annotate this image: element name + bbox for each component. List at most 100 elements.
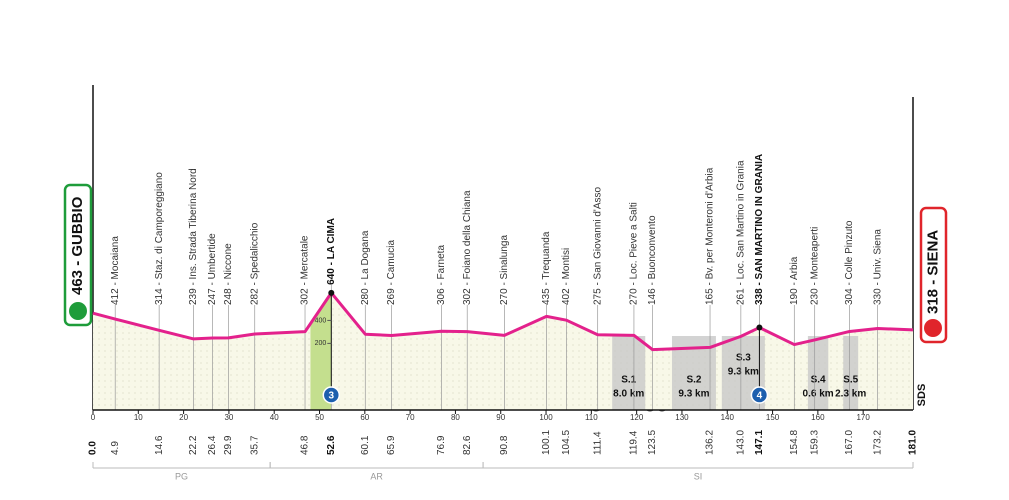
waypoint-label: 239 - Ins. Strada Tiberina Nord xyxy=(188,168,199,305)
x-tick-label: 150 xyxy=(766,413,780,422)
km-label: 154.8 xyxy=(789,430,800,455)
sector-name: S.2 xyxy=(686,375,701,386)
waypoint-label: 261 - Loc. San Martino in Grania xyxy=(735,160,746,305)
waypoint-label: 270 - Sinalunga xyxy=(499,235,510,305)
waypoint-label: 275 - San Giovanni d'Asso xyxy=(592,186,603,305)
km-label: 143.0 xyxy=(735,430,746,455)
x-tick-label: 140 xyxy=(721,413,735,422)
sector-band xyxy=(807,336,829,410)
x-tick-label: 40 xyxy=(270,413,279,422)
sector-length: 8.0 km xyxy=(613,389,644,400)
profile-line xyxy=(92,291,914,352)
finish-box xyxy=(919,206,948,344)
waypoint-label: 640 - LA CIMA xyxy=(326,218,337,285)
start-icon xyxy=(69,302,87,320)
km-label: 90.8 xyxy=(499,435,510,455)
gpm-category: 4 xyxy=(757,391,763,402)
waypoint-label: 412 - Mocaiana xyxy=(110,236,121,305)
waypoint-label: 302 - Foiano della Chiana xyxy=(462,190,473,305)
km-label: 167.0 xyxy=(844,430,855,455)
waypoint-label: 280 - La Dogana xyxy=(360,230,371,305)
x-tick-label: 80 xyxy=(451,413,460,422)
waypoint-label: 247 - Umbertide xyxy=(207,233,218,305)
x-tick-label: 120 xyxy=(630,413,644,422)
gpm-badge xyxy=(750,386,769,404)
region-label: SI xyxy=(694,471,703,481)
x-tick-label: 50 xyxy=(315,413,324,422)
km-label: 14.6 xyxy=(154,435,165,455)
waypoint-label: 306 - Farneta xyxy=(436,245,447,305)
x-tick-label: 10 xyxy=(134,413,143,422)
waypoint-label: 248 - Niccone xyxy=(223,243,234,305)
km-label: 52.6 xyxy=(326,435,337,455)
sector-name: S.5 xyxy=(843,375,858,386)
km-label: 82.6 xyxy=(462,435,473,455)
start-box xyxy=(63,183,93,327)
x-tick-label: 70 xyxy=(406,413,415,422)
finish-icon xyxy=(924,319,942,337)
x-tick-label: 160 xyxy=(811,413,825,422)
km-label: 26.4 xyxy=(207,435,218,455)
x-tick-label: 170 xyxy=(856,413,870,422)
gpm-badge xyxy=(322,386,341,404)
x-tick-label: 90 xyxy=(496,413,505,422)
gpm-peak xyxy=(756,324,763,331)
waypoint-label: 435 - Trequanda xyxy=(541,231,552,305)
waypoint-label: 270 - Loc. Pieve a Salti xyxy=(629,202,640,305)
waypoint-label: 230 - Monteaperti xyxy=(809,227,820,305)
region-label: PG xyxy=(175,471,188,481)
waypoint-label: 338 - SAN MARTINO IN GRANIA xyxy=(754,154,765,305)
gpm-category: 3 xyxy=(329,391,335,402)
km-label: 159.3 xyxy=(809,430,820,455)
km-label: 22.2 xyxy=(188,435,199,455)
waypoint-label: 165 - Bv. per Monteroni d'Arbia xyxy=(705,167,716,305)
sector-length: 0.6 km xyxy=(803,389,834,400)
km-label: 181.0 xyxy=(908,430,919,455)
start-label: 463 - GUBBIO xyxy=(69,196,86,295)
km-label: 4.9 xyxy=(110,441,121,455)
km-label: 136.2 xyxy=(705,430,716,455)
sector-name: S.4 xyxy=(811,375,826,386)
sector-length: 9.3 km xyxy=(678,389,709,400)
sector-length: 2.3 km xyxy=(835,389,866,400)
km-label: 111.4 xyxy=(592,431,603,455)
waypoint-label: 314 - Staz. di Camporeggiano xyxy=(154,172,165,305)
x-tick-label: 130 xyxy=(675,413,689,422)
sector-band xyxy=(843,336,859,410)
x-tick-label: 0 xyxy=(91,413,96,422)
km-label: 147.1 xyxy=(754,430,765,455)
x-tick-label: 60 xyxy=(360,413,369,422)
km-label: 100.1 xyxy=(541,430,552,455)
sector-length: 9.3 km xyxy=(728,367,759,378)
y-tick-label: 400 xyxy=(315,317,327,324)
km-label: 123.5 xyxy=(647,430,658,455)
sector-name: S.3 xyxy=(736,353,751,364)
km-label: 76.9 xyxy=(436,435,447,455)
sector-name: S.1 xyxy=(621,375,636,386)
y-tick-label: 200 xyxy=(315,340,327,347)
km-label: 29.9 xyxy=(223,435,234,455)
waypoint-label: 302 - Mercatale xyxy=(300,235,311,305)
km-label: 0.0 xyxy=(88,441,99,455)
waypoint-label: 304 - Colle Pinzuto xyxy=(844,220,855,305)
finish-label: 318 - SIENA xyxy=(924,230,941,314)
x-tick-label: 30 xyxy=(224,413,233,422)
x-tick-label: 110 xyxy=(585,413,598,422)
km-label: 46.8 xyxy=(300,435,311,455)
waypoint-label: 269 - Camucia xyxy=(386,240,397,305)
km-label: 104.5 xyxy=(561,430,572,455)
x-tick-label: 100 xyxy=(539,413,553,422)
right-label: SDS xyxy=(916,384,928,407)
waypoint-label: 330 - Univ. Siena xyxy=(872,229,883,305)
km-label: 35.7 xyxy=(249,435,260,455)
km-label: 60.1 xyxy=(360,435,371,455)
km-label: 119.4 xyxy=(629,430,640,455)
profile-area xyxy=(93,292,913,410)
waypoint-label: 146 - Buonconvento xyxy=(647,215,658,305)
waypoint-label: 282 - Spedalicchio xyxy=(249,222,260,305)
km-label: 173.2 xyxy=(872,430,883,455)
waypoint-label: 190 - Arbia xyxy=(789,256,800,305)
climb-fill xyxy=(310,292,332,410)
waypoint-label: 402 - Montisi xyxy=(561,248,572,305)
